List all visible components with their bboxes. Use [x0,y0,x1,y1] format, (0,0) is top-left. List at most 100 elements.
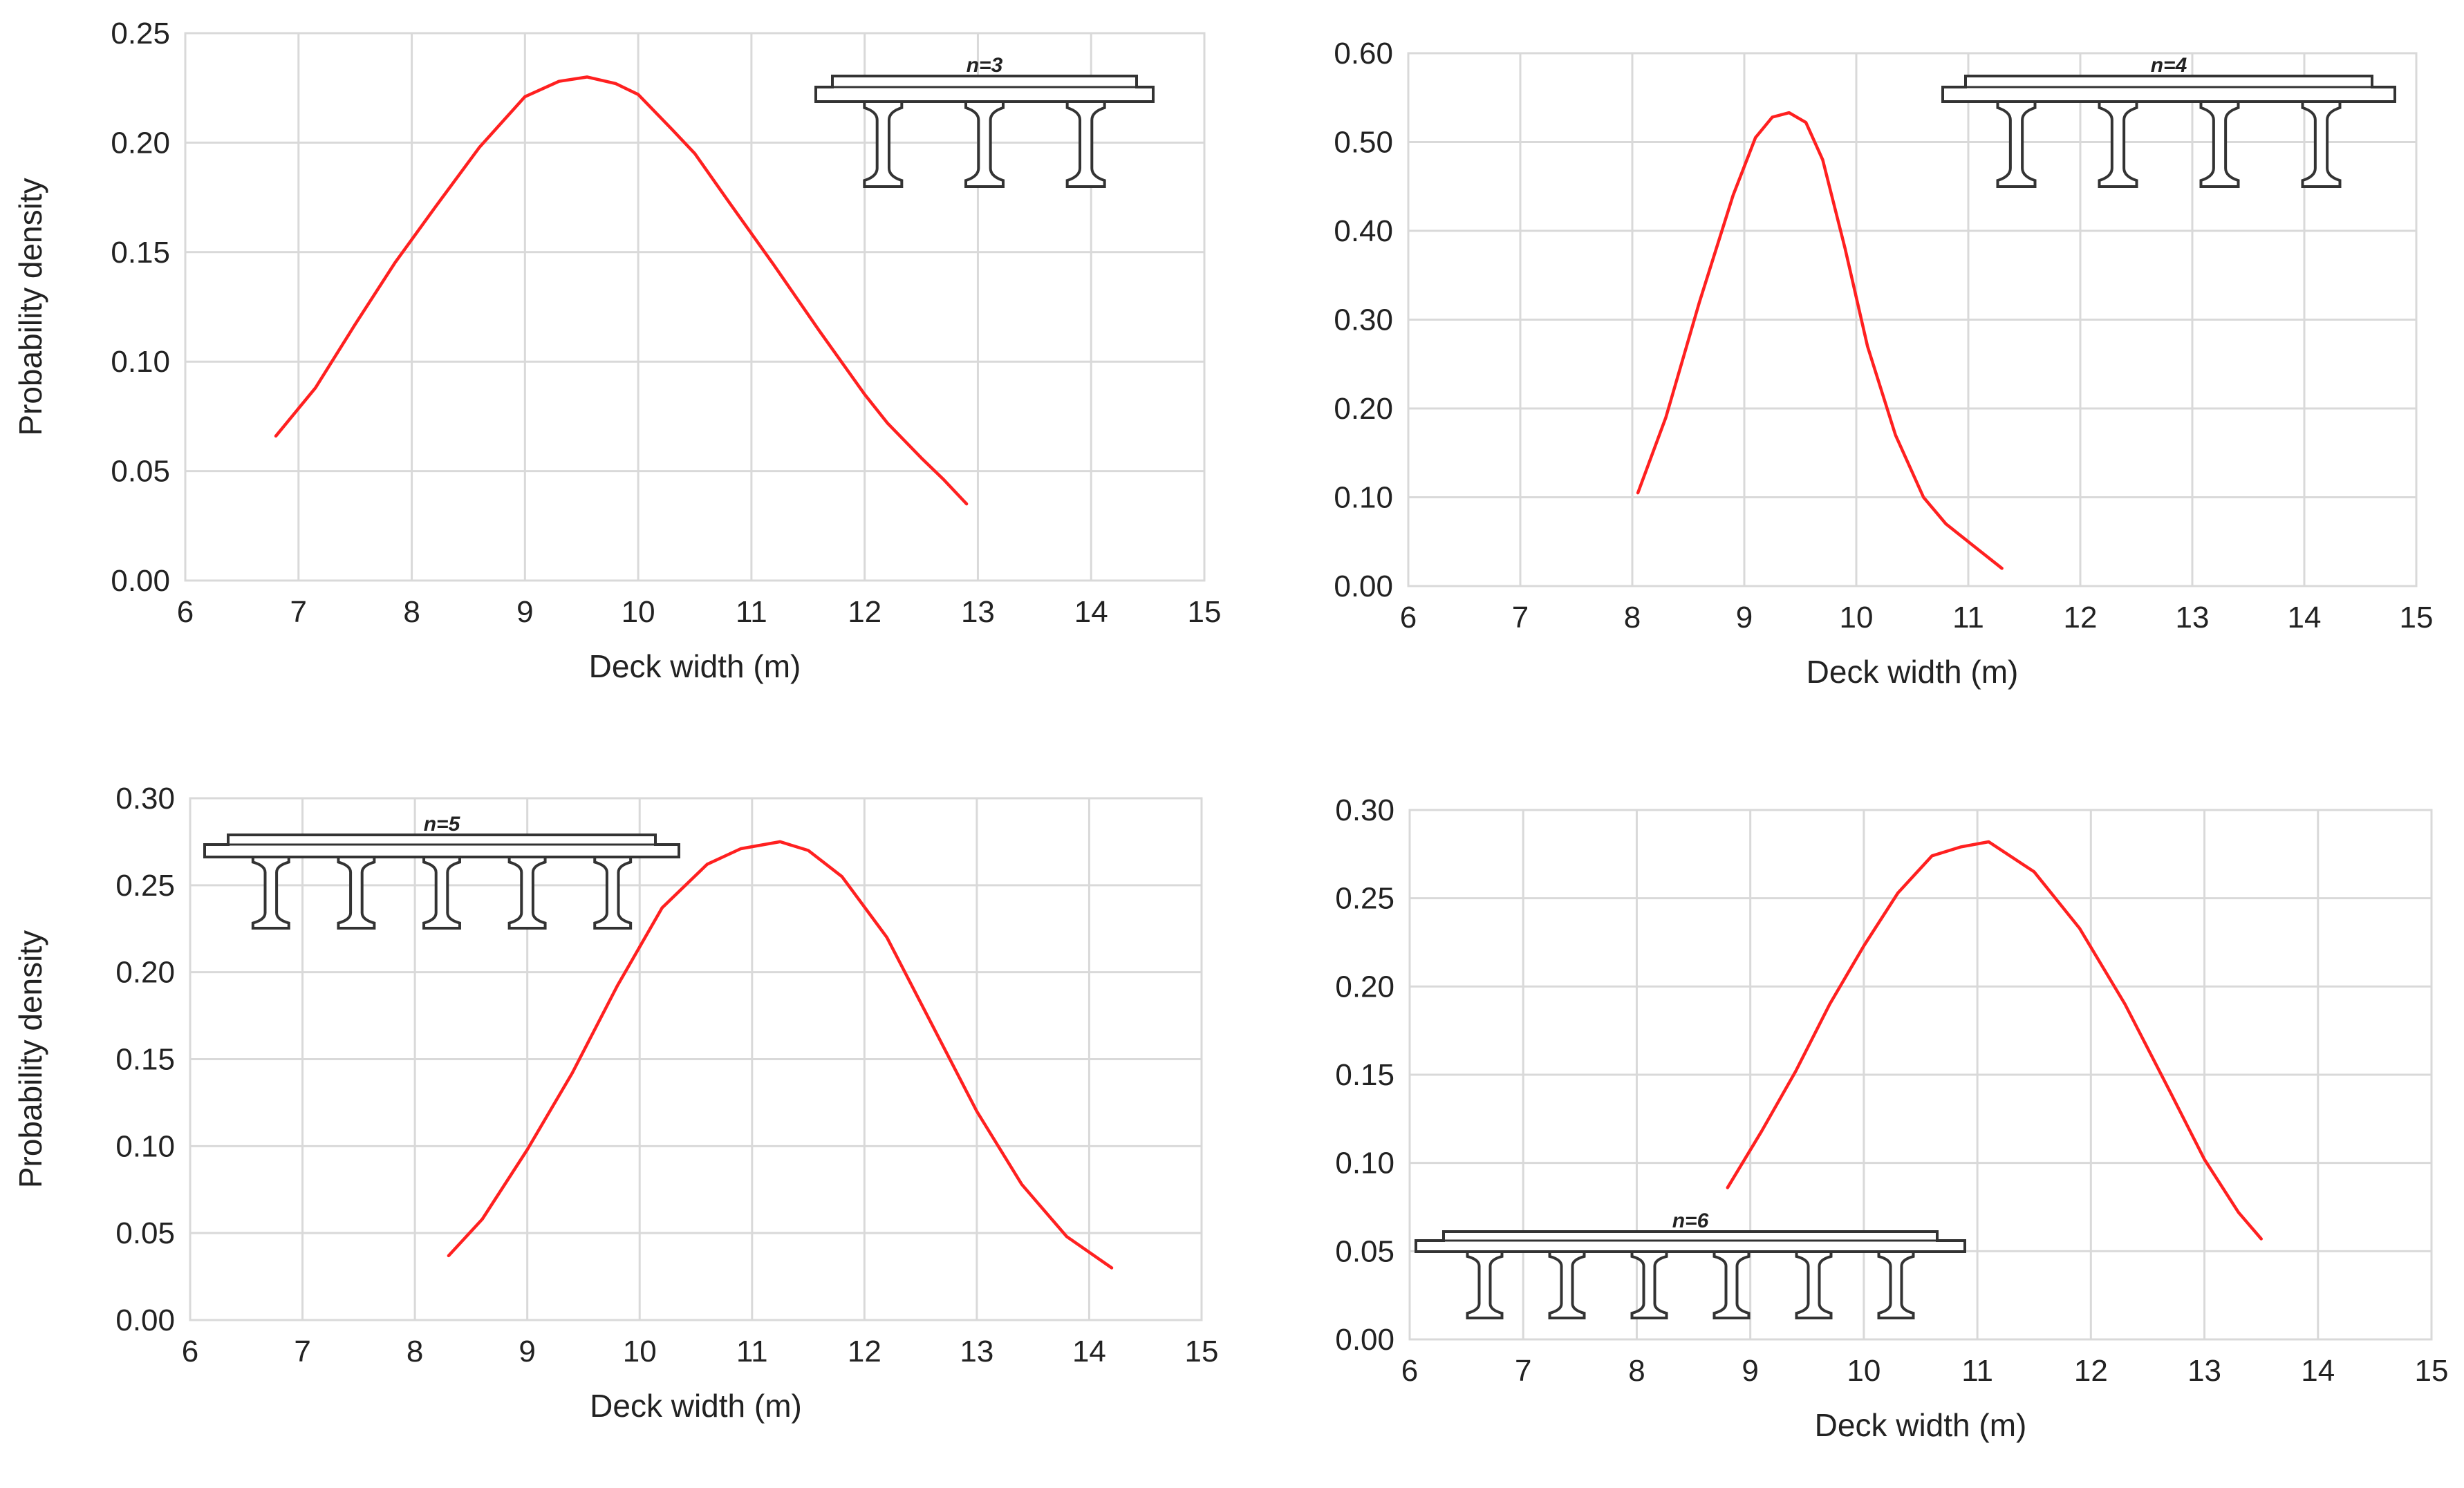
y-tick-label: 0.60 [1334,37,1393,70]
x-tick-label: 10 [1847,1354,1880,1388]
y-tick-label: 0.30 [1335,793,1394,827]
x-tick-label: 6 [182,1335,198,1368]
y-axis-label: Probability density [12,930,48,1188]
series-line [274,75,969,506]
x-tick-label: 6 [1400,601,1417,634]
x-tick-label: 10 [622,595,655,629]
x-tick-label: 15 [1188,595,1222,629]
y-tick-label: 0.20 [1335,970,1394,1004]
x-tick-label: 9 [516,595,533,629]
y-tick-label: 0.30 [115,782,175,816]
girder [1712,1250,1751,1319]
x-tick-label: 13 [961,595,995,629]
grid [184,32,1206,582]
y-tick-label: 0.00 [1334,569,1393,603]
y-tick-label: 0.05 [1335,1234,1394,1268]
girder [1466,1250,1504,1319]
girder [1795,1250,1833,1319]
x-tick-label: 8 [407,1335,423,1368]
girder [2199,100,2240,188]
x-tick-label: 8 [1624,601,1641,634]
x-tick-label: 8 [1628,1354,1645,1388]
girder [1548,1250,1586,1319]
y-tick-label: 0.30 [1334,303,1393,337]
chart-panel-n3: 6 7 8 9 10 11 12 13 14 15 0.00 0.05 0.10 0.15 0.20 0.25… [12,17,1222,684]
x-tick-label: 13 [2176,601,2210,634]
chart-panel-n4: 6 7 8 9 10 11 12 13 14 15 0.00 0.10 0.20 0.30 0.40 0.50… [1334,37,2434,690]
x-tick-label: 11 [1961,1354,1993,1388]
x-axis-label: Deck width (m) [590,1388,802,1424]
x-tick-label: 7 [1512,601,1529,634]
plot-area [1407,52,2418,587]
girder [1065,100,1106,188]
chart-panel-n5: 6 7 8 9 10 11 12 13 14 15 0.00 0.05 0.10 0.15 0.20 0.25… [12,782,1219,1424]
x-tick-label: 11 [1952,601,1984,634]
y-tick-label: 0.25 [1335,882,1394,916]
y-tick-label: 0.05 [115,1216,175,1250]
inset-label: n=3 [967,54,1003,77]
x-tick-label: 11 [736,595,767,629]
series-line [1636,111,2004,570]
girder [964,100,1005,188]
girder [2301,100,2342,188]
bridge-cross-section-inset: n=3 [814,54,1155,188]
girder [1877,1250,1915,1319]
x-tick-label: 6 [177,595,194,629]
x-tick-label: 13 [960,1335,993,1368]
x-tick-label: 12 [2064,601,2098,634]
bridge-cross-section-inset: n=5 [203,813,680,930]
x-tick-label: 15 [2400,601,2434,634]
girder [863,100,904,188]
x-axis-label: Deck width (m) [589,648,801,684]
x-tick-label: 8 [403,595,420,629]
series-line [1726,840,2263,1241]
bridge-cross-section-inset: n=4 [1941,54,2396,188]
y-tick-label: 0.10 [1335,1147,1394,1180]
inset-label: n=4 [2151,54,2187,77]
y-tick-label: 0.05 [111,455,170,489]
y-tick-label: 0.15 [1335,1058,1394,1092]
x-tick-label: 7 [1515,1354,1531,1388]
girder [422,856,461,930]
girder [1996,100,2037,188]
x-tick-label: 15 [1185,1335,1219,1368]
x-tick-label: 10 [623,1335,657,1368]
plot-area [1408,809,2433,1341]
x-tick-label: 15 [2415,1354,2449,1388]
inset-label: n=5 [424,813,461,836]
deck-slab [1941,75,2396,103]
y-tick-label: 0.00 [111,564,170,598]
girder [2098,100,2138,188]
x-tick-label: 9 [1736,601,1753,634]
y-tick-label: 0.50 [1334,126,1393,160]
y-tick-label: 0.10 [1334,481,1393,515]
x-tick-label: 14 [2288,601,2322,634]
y-tick-label: 0.15 [115,1043,175,1077]
deck-slab [203,834,680,858]
x-tick-label: 12 [2074,1354,2108,1388]
bridge-cross-section-inset: n=6 [1415,1209,1966,1319]
girder [1630,1250,1668,1319]
x-tick-label: 14 [2301,1354,2335,1388]
x-tick-label: 11 [736,1335,768,1368]
y-tick-label: 0.25 [115,869,175,903]
y-tick-label: 0.20 [111,126,170,160]
girder [251,856,290,930]
x-tick-label: 9 [519,1335,535,1368]
x-tick-label: 9 [1742,1354,1758,1388]
inset-label: n=6 [1672,1209,1709,1232]
girder [507,856,547,930]
y-tick-label: 0.25 [111,17,170,50]
grid [1407,52,2418,587]
y-tick-label: 0.10 [111,345,170,379]
y-tick-label: 0.00 [115,1303,175,1337]
y-tick-label: 0.00 [1335,1323,1394,1357]
deck-slab [814,75,1155,103]
x-tick-label: 7 [294,1335,310,1368]
y-axis-label: Probability density [12,178,48,435]
x-axis-label: Deck width (m) [1807,654,2019,690]
x-tick-label: 13 [2187,1354,2221,1388]
y-tick-label: 0.20 [115,956,175,990]
chart-panel-n6: 6 7 8 9 10 11 12 13 14 15 0.00 0.05 0.10 0.15 0.20 0.25… [1335,793,2449,1443]
